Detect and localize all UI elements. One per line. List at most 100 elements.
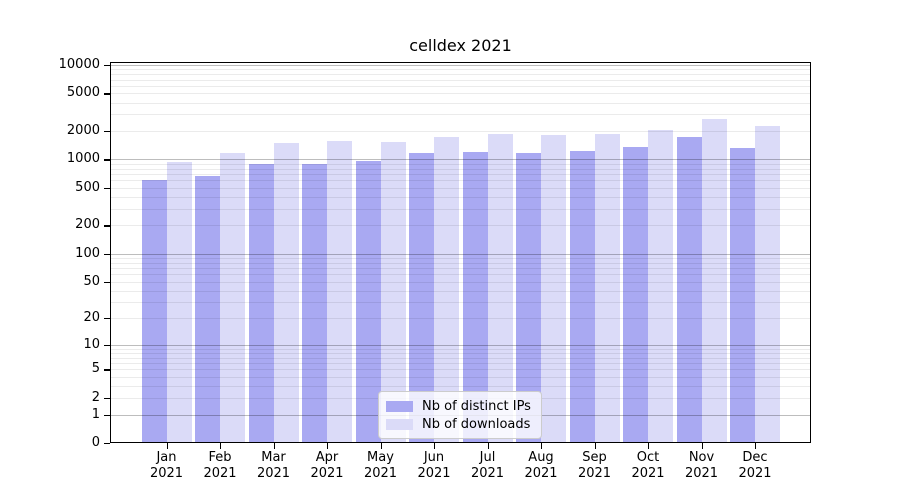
y-tick-1000	[104, 159, 110, 161]
y-tick-label-1: 1	[91, 406, 100, 422]
x-tick-jan	[166, 443, 168, 449]
y-tick-label-10: 10	[83, 336, 100, 352]
y-tick-5	[104, 369, 110, 371]
gridline-3000	[111, 114, 810, 116]
y-tick-20	[104, 318, 110, 320]
y-tick-label-500: 500	[75, 179, 100, 195]
x-tick-oct	[648, 443, 650, 449]
y-tick-label-100: 100	[75, 245, 100, 261]
x-tick-dec	[755, 443, 757, 449]
bar-ips-oct	[623, 147, 648, 443]
gridline-50	[111, 281, 810, 283]
gridline-3	[111, 386, 810, 388]
legend-swatch-icon	[386, 418, 413, 430]
bar-downloads-sep	[594, 133, 620, 443]
gridline-500	[111, 187, 810, 189]
x-tick-label-apr: Apr 2021	[310, 450, 344, 481]
gridline-4	[111, 376, 810, 378]
y-tick-0	[104, 443, 110, 445]
x-tick-label-oct: Oct 2021	[631, 450, 665, 481]
gridline-200	[111, 225, 810, 227]
legend-swatch-icon	[386, 400, 413, 412]
gridline-6000	[111, 85, 810, 87]
x-tick-label-mar: Mar 2021	[256, 450, 291, 481]
legend-row-0: Nb of distinct IPs	[386, 397, 534, 415]
x-tick-label-jun: Jun 2021	[417, 450, 451, 481]
x-tick-jun	[434, 443, 436, 449]
y-tick-label-5: 5	[91, 361, 100, 377]
x-tick-mar	[273, 443, 275, 449]
x-tick-apr	[327, 443, 329, 449]
gridline-100	[111, 253, 810, 255]
x-tick-label-nov: Nov 2021	[684, 450, 719, 481]
bar-downloads-feb	[220, 153, 245, 443]
gridline-5	[111, 369, 810, 371]
x-tick-label-sep: Sep 2021	[577, 450, 612, 481]
bar-downloads-nov	[701, 118, 727, 443]
gridline-40	[111, 290, 810, 292]
bar-ips-jan	[141, 180, 167, 443]
gridline-800	[111, 168, 810, 170]
gridline-8	[111, 352, 810, 354]
y-tick-label-50: 50	[83, 273, 100, 289]
y-tick-1	[104, 414, 110, 416]
x-tick-label-jul: Jul 2021	[470, 450, 505, 481]
y-tick-50	[104, 281, 110, 283]
gridline-6	[111, 363, 810, 365]
gridline-20	[111, 318, 810, 320]
y-tick-100	[104, 253, 110, 255]
bar-downloads-apr	[327, 140, 352, 443]
gridline-8000	[111, 74, 810, 76]
gridline-400	[111, 197, 810, 198]
gridline-2000	[111, 131, 810, 133]
y-tick-label-1000: 1000	[66, 151, 100, 167]
x-tick-nov	[701, 443, 703, 449]
legend-label: Nb of downloads	[422, 416, 531, 432]
y-tick-label-20: 20	[83, 310, 100, 326]
gridline-70	[111, 268, 810, 270]
gridline-10000	[111, 64, 810, 66]
bar-downloads-aug	[541, 135, 566, 443]
x-tick-may	[380, 443, 382, 449]
bar-downloads-mar	[273, 142, 299, 443]
legend: Nb of distinct IPs Nb of downloads	[378, 391, 542, 439]
chart-title: celldex 2021	[409, 36, 512, 55]
gridline-300	[111, 208, 810, 210]
bar-downloads-jan	[166, 161, 192, 443]
y-tick-2	[104, 397, 110, 400]
gridline-90	[111, 257, 810, 259]
y-tick-label-2: 2	[91, 389, 100, 405]
gridline-4000	[111, 102, 810, 104]
x-tick-sep	[594, 443, 596, 449]
gridline-10	[111, 344, 810, 346]
gridline-7	[111, 357, 810, 359]
bar-downloads-oct	[648, 130, 673, 443]
y-tick-2000	[104, 131, 110, 133]
y-tick-5000	[104, 93, 110, 95]
y-tick-label-0: 0	[91, 435, 100, 450]
x-tick-label-jan: Jan 2021	[149, 450, 184, 481]
gridline-700	[111, 174, 810, 176]
gridline-900	[111, 163, 810, 165]
y-tick-label-10000: 10000	[58, 56, 100, 72]
gridline-60	[111, 274, 810, 276]
legend-row-1: Nb of downloads	[386, 415, 534, 433]
bar-ips-sep	[569, 150, 595, 443]
gridline-5000	[111, 93, 810, 95]
y-tick-500	[104, 187, 110, 190]
x-tick-jul	[487, 443, 489, 449]
x-tick-label-feb: Feb 2021	[203, 450, 237, 481]
x-tick-label-dec: Dec 2021	[738, 450, 772, 481]
x-tick-feb	[220, 443, 222, 449]
x-tick-aug	[541, 443, 543, 449]
y-tick-10	[104, 344, 110, 346]
x-tick-label-may: May 2021	[363, 450, 398, 481]
bar-ips-may	[355, 160, 381, 443]
y-tick-label-5000: 5000	[66, 85, 100, 101]
gridline-30	[111, 302, 810, 304]
y-tick-label-2000: 2000	[66, 123, 100, 139]
bar-ips-apr	[302, 164, 327, 443]
bar-ips-nov	[676, 136, 702, 443]
bar-ips-dec	[730, 148, 755, 443]
gridline-1000	[111, 159, 810, 161]
